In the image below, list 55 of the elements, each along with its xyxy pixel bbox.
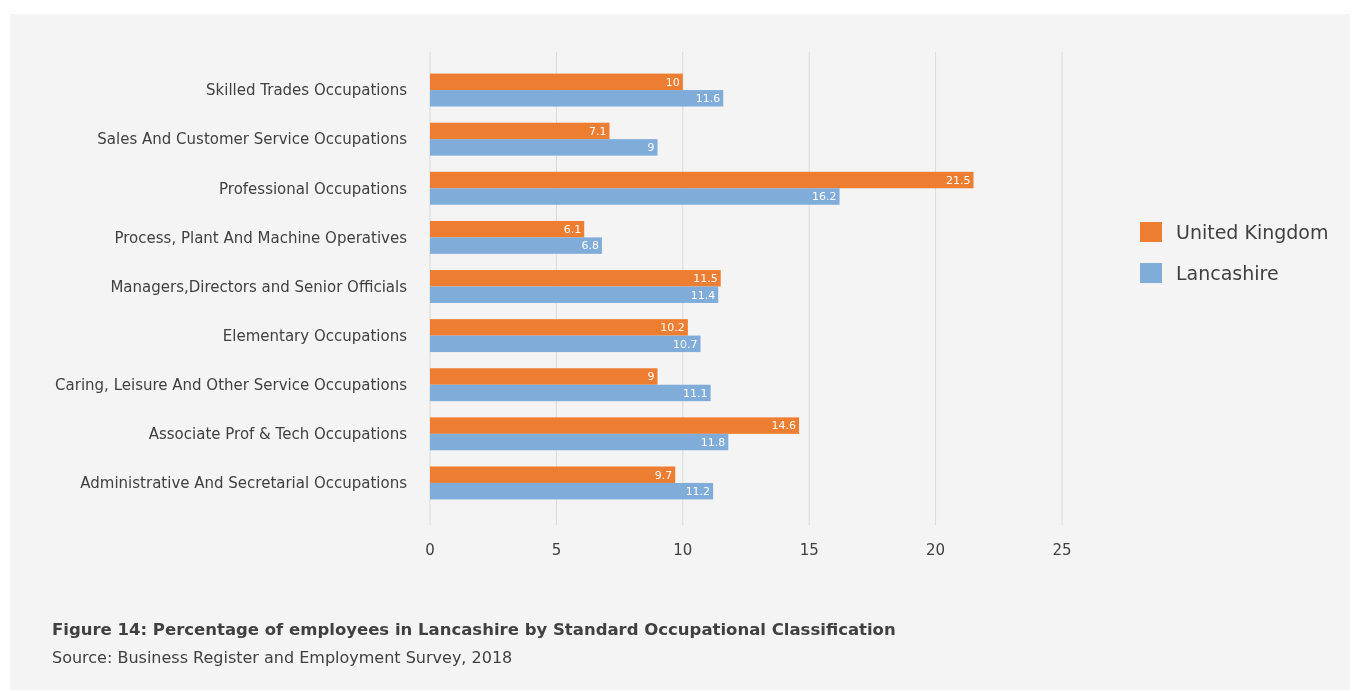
data-label: 6.1 <box>563 223 582 237</box>
data-label: 6.8 <box>581 239 599 253</box>
data-label: 9.7 <box>654 468 673 482</box>
bar <box>430 171 974 189</box>
bar <box>430 90 724 107</box>
legend-label: United Kingdom <box>1176 220 1329 243</box>
bar <box>430 335 701 353</box>
data-label: 11.1 <box>683 386 708 400</box>
x-tick-label: 5 <box>551 541 562 559</box>
bar <box>430 482 714 500</box>
x-tick-label: 20 <box>926 541 946 559</box>
data-label: 10.2 <box>660 321 685 335</box>
bar <box>430 237 602 254</box>
y-tick-label: Elementary Occupations <box>222 326 408 345</box>
bar <box>430 466 676 483</box>
bar <box>430 139 658 156</box>
y-tick-label: Sales And Customer Service Occupations <box>97 130 408 149</box>
y-tick-label: Professional Occupations <box>219 179 408 198</box>
bar <box>430 220 585 238</box>
bar <box>430 368 658 385</box>
x-tick-label: 25 <box>1052 541 1072 559</box>
x-tick-label: 10 <box>673 541 693 559</box>
legend-label: Lancashire <box>1176 261 1279 284</box>
y-tick-label: Managers,Directors and Senior Officials <box>110 277 408 296</box>
text: Figure 14: Percentage of employees in Lancashire by Standard Occupational Classification <box>52 620 896 639</box>
bar <box>430 286 719 303</box>
data-label: 9 <box>647 370 655 384</box>
bar <box>430 73 683 91</box>
bar <box>430 417 800 434</box>
data-label: 21.5 <box>946 173 971 187</box>
bar <box>430 188 840 205</box>
y-tick-label: Skilled Trades Occupations <box>206 81 408 100</box>
y-tick-label: Caring, Leisure And Other Service Occupations <box>55 375 408 394</box>
bar <box>430 384 711 402</box>
data-label: 16.2 <box>812 190 837 204</box>
data-label: 11.6 <box>695 92 721 106</box>
x-tick-label: 15 <box>799 541 819 559</box>
data-label: 7.1 <box>588 124 607 138</box>
bar <box>430 270 721 287</box>
data-label: 11.8 <box>700 435 726 449</box>
data-label: 11.4 <box>690 288 716 302</box>
data-label: 10 <box>665 75 680 89</box>
data-label: 11.2 <box>685 485 711 499</box>
bar <box>430 319 688 336</box>
bar <box>430 122 610 140</box>
y-tick-label: Associate Prof & Tech Occupations <box>148 425 408 444</box>
y-tick-label: Administrative And Secretarial Occupations <box>80 474 408 493</box>
y-tick-label: Process, Plant And Machine Operatives <box>114 228 408 247</box>
x-tick-label: 0 <box>425 541 435 559</box>
source-note: Source: Business Register and Employment Survey, 2018 <box>52 648 513 667</box>
data-label: 9 <box>647 141 655 155</box>
data-label: 11.5 <box>693 272 718 286</box>
data-label: 14.6 <box>771 419 797 433</box>
bar <box>430 433 729 451</box>
data-label: 10.7 <box>673 337 698 351</box>
